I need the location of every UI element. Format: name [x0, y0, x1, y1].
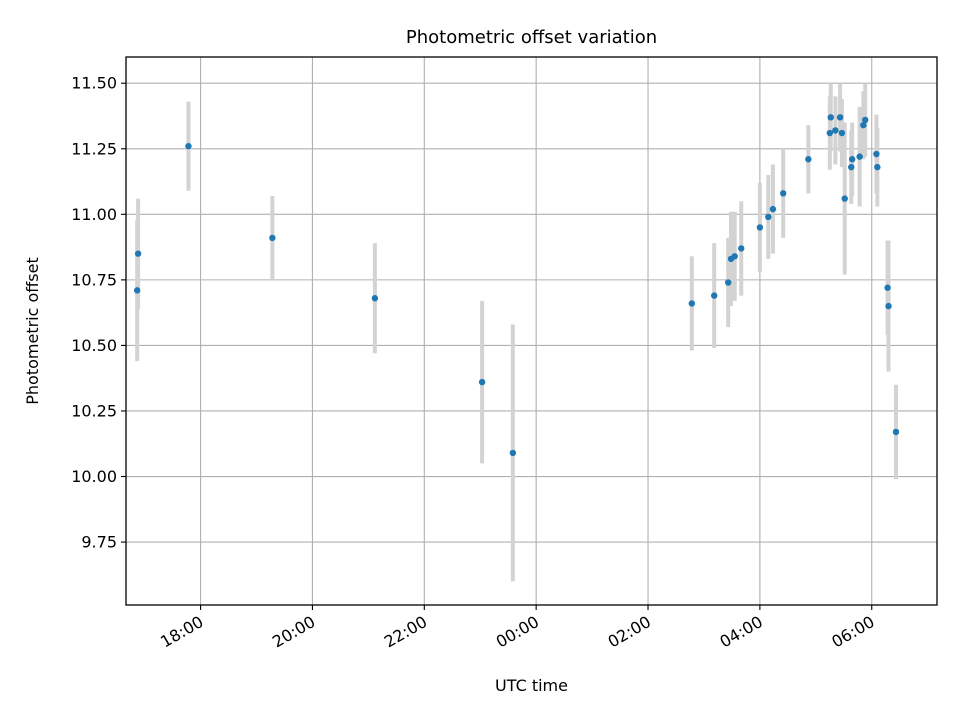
- point-layer: [133, 114, 900, 457]
- chart-title: Photometric offset variation: [406, 27, 657, 48]
- data-point: [769, 205, 777, 213]
- data-point: [134, 250, 142, 257]
- data-point: [185, 142, 192, 150]
- x-tick-label: 20:00: [269, 612, 318, 652]
- y-tick-label: 11.00: [71, 205, 117, 224]
- data-point: [885, 302, 892, 310]
- x-tick-label: 22:00: [381, 612, 430, 652]
- data-point: [892, 428, 900, 436]
- data-point: [756, 224, 764, 231]
- data-point: [765, 213, 772, 221]
- tick-layer: 18:00 20:00 22:00 00:00 02:00 04:00 06:00 9.75 1…: [71, 74, 878, 652]
- data-point: [836, 114, 844, 121]
- x-tick-label: 00:00: [493, 612, 542, 652]
- data-point: [269, 234, 276, 242]
- y-tick-label: 10.50: [71, 336, 117, 355]
- y-axis-label: Photometric offset: [23, 257, 42, 405]
- data-point: [688, 300, 696, 307]
- x-axis-label: UTC time: [495, 676, 568, 695]
- data-point: [848, 163, 855, 171]
- x-tick-label: 18:00: [157, 612, 206, 652]
- data-point: [711, 292, 718, 299]
- x-tick-label: 06:00: [828, 612, 877, 652]
- data-point: [826, 129, 833, 137]
- x-tick-label: 04:00: [716, 612, 765, 652]
- data-point: [478, 378, 486, 386]
- data-point: [856, 153, 863, 160]
- data-point: [738, 245, 745, 252]
- x-tick-label: 02:00: [605, 612, 654, 652]
- data-point: [731, 253, 738, 260]
- data-point: [371, 295, 379, 302]
- y-tick-label: 10.75: [71, 270, 117, 289]
- data-point: [838, 129, 846, 137]
- y-tick-label: 11.50: [71, 74, 117, 93]
- data-point: [873, 150, 880, 158]
- grid-layer: [126, 57, 937, 605]
- data-point: [133, 287, 141, 294]
- data-point: [509, 449, 517, 457]
- error-bar-layer: [135, 83, 898, 582]
- data-point: [832, 127, 839, 134]
- y-tick-label: 10.25: [71, 401, 117, 420]
- data-point: [874, 163, 881, 171]
- data-point: [884, 284, 891, 291]
- data-point: [848, 156, 856, 163]
- y-tick-label: 11.25: [71, 139, 117, 158]
- data-point: [860, 121, 867, 129]
- data-point: [841, 195, 848, 202]
- y-tick-label: 9.75: [81, 533, 117, 552]
- data-point: [862, 116, 869, 124]
- data-point: [779, 190, 787, 197]
- data-point: [805, 156, 812, 163]
- y-tick-label: 10.00: [71, 467, 117, 486]
- data-point: [827, 114, 834, 121]
- data-point: [724, 279, 732, 286]
- plot-frame: [125, 56, 938, 606]
